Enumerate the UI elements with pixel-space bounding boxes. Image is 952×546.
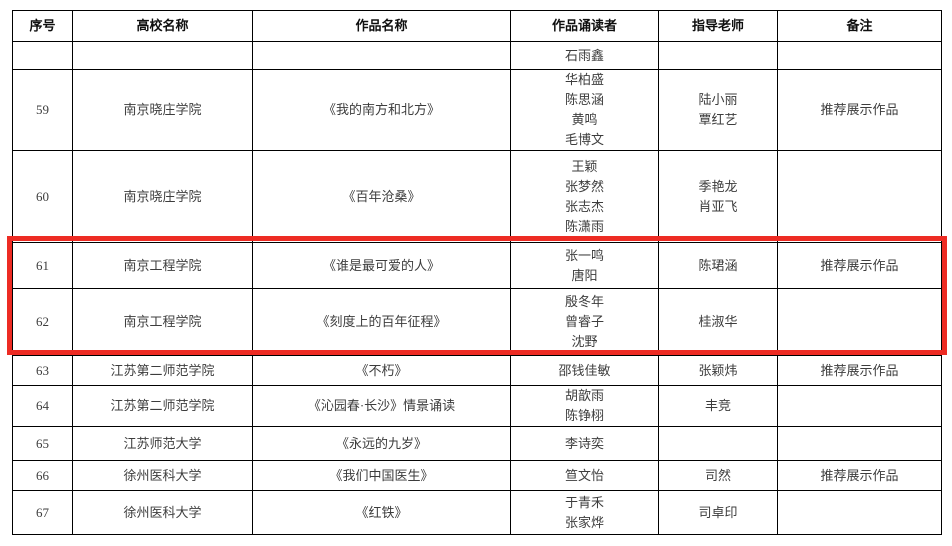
cell-teacher: 丰竞 — [658, 385, 778, 427]
cell-readers: 石雨鑫 — [510, 41, 659, 70]
cell-remark: 推荐展示作品 — [777, 355, 942, 386]
col-header-teacher: 指导老师 — [658, 10, 778, 42]
cell-remark — [777, 150, 942, 243]
cell-work: 《百年沧桑》 — [252, 150, 511, 243]
table-row-65: 65 江苏师范大学 《永远的九岁》 李诗奕 — [12, 426, 942, 461]
cell-teacher: 季艳龙 肖亚飞 — [658, 150, 778, 243]
cell-no: 61 — [12, 242, 73, 289]
cell-teacher: 桂淑华 — [658, 288, 778, 356]
cell-readers: 胡歆雨 陈铮栩 — [510, 385, 659, 427]
cell-no: 59 — [12, 69, 73, 151]
table-row-67: 67 徐州医科大学 《红铁》 于青禾 张家烨 司卓印 — [12, 490, 942, 535]
cell-work — [252, 41, 511, 70]
cell-no: 60 — [12, 150, 73, 243]
cell-school: 江苏师范大学 — [72, 426, 253, 461]
col-header-no: 序号 — [12, 10, 73, 42]
cell-readers: 笪文怡 — [510, 460, 659, 491]
cell-readers: 邵钱佳敏 — [510, 355, 659, 386]
cell-remark: 推荐展示作品 — [777, 242, 942, 289]
table-row-59: 59 南京晓庄学院 《我的南方和北方》 华柏盛 陈思涵 黄鸣 毛博文 陆小丽 覃… — [12, 69, 942, 151]
cell-no: 66 — [12, 460, 73, 491]
col-header-school: 高校名称 — [72, 10, 253, 42]
cell-school: 南京晓庄学院 — [72, 69, 253, 151]
table-row-60: 60 南京晓庄学院 《百年沧桑》 王颖 张梦然 张志杰 陈潇雨 季艳龙 肖亚飞 — [12, 150, 942, 243]
cell-readers: 于青禾 张家烨 — [510, 490, 659, 535]
cell-readers: 华柏盛 陈思涵 黄鸣 毛博文 — [510, 69, 659, 151]
cell-school: 江苏第二师范学院 — [72, 355, 253, 386]
cell-no: 67 — [12, 490, 73, 535]
cell-no: 63 — [12, 355, 73, 386]
cell-remark — [777, 41, 942, 70]
cell-school — [72, 41, 253, 70]
cell-school: 徐州医科大学 — [72, 460, 253, 491]
cell-no: 65 — [12, 426, 73, 461]
table-row-66: 66 徐州医科大学 《我们中国医生》 笪文怡 司然 推荐展示作品 — [12, 460, 942, 491]
cell-work: 《我的南方和北方》 — [252, 69, 511, 151]
cell-work: 《沁园春·长沙》情景诵读 — [252, 385, 511, 427]
cell-work: 《谁是最可爱的人》 — [252, 242, 511, 289]
cell-school: 南京晓庄学院 — [72, 150, 253, 243]
cell-work: 《红铁》 — [252, 490, 511, 535]
cell-school: 南京工程学院 — [72, 242, 253, 289]
cell-remark — [777, 385, 942, 427]
cell-teacher: 张颖炜 — [658, 355, 778, 386]
cell-readers: 王颖 张梦然 张志杰 陈潇雨 — [510, 150, 659, 243]
table-row-61-highlighted: 61 南京工程学院 《谁是最可爱的人》 张一鸣 唐阳 陈珺涵 推荐展示作品 — [12, 242, 942, 289]
cell-teacher: 陆小丽 覃红艺 — [658, 69, 778, 151]
cell-work: 《永远的九岁》 — [252, 426, 511, 461]
cell-no — [12, 41, 73, 70]
cell-work: 《不朽》 — [252, 355, 511, 386]
cell-teacher: 司卓印 — [658, 490, 778, 535]
cell-remark — [777, 426, 942, 461]
col-header-remark: 备注 — [777, 10, 942, 42]
col-header-work: 作品名称 — [252, 10, 511, 42]
cell-school: 南京工程学院 — [72, 288, 253, 356]
cell-school: 江苏第二师范学院 — [72, 385, 253, 427]
cell-no: 64 — [12, 385, 73, 427]
cell-teacher — [658, 426, 778, 461]
cell-work: 《我们中国医生》 — [252, 460, 511, 491]
cell-remark — [777, 288, 942, 356]
table-row-62-highlighted: 62 南京工程学院 《刻度上的百年征程》 殷冬年 曾睿子 沈野 桂淑华 — [12, 288, 942, 356]
results-table: 序号 高校名称 作品名称 作品诵读者 指导老师 备注 石雨鑫 59 南京晓庄学院… — [12, 10, 942, 535]
cell-readers: 张一鸣 唐阳 — [510, 242, 659, 289]
table-row-partial: 石雨鑫 — [12, 41, 942, 70]
cell-readers: 殷冬年 曾睿子 沈野 — [510, 288, 659, 356]
cell-no: 62 — [12, 288, 73, 356]
cell-teacher — [658, 41, 778, 70]
cell-readers: 李诗奕 — [510, 426, 659, 461]
cell-school: 徐州医科大学 — [72, 490, 253, 535]
cell-teacher: 司然 — [658, 460, 778, 491]
cell-remark — [777, 490, 942, 535]
cell-remark: 推荐展示作品 — [777, 69, 942, 151]
table-row-63: 63 江苏第二师范学院 《不朽》 邵钱佳敏 张颖炜 推荐展示作品 — [12, 355, 942, 386]
cell-teacher: 陈珺涵 — [658, 242, 778, 289]
table-header-row: 序号 高校名称 作品名称 作品诵读者 指导老师 备注 — [12, 10, 942, 42]
table-row-64: 64 江苏第二师范学院 《沁园春·长沙》情景诵读 胡歆雨 陈铮栩 丰竞 — [12, 385, 942, 427]
cell-work: 《刻度上的百年征程》 — [252, 288, 511, 356]
col-header-readers: 作品诵读者 — [510, 10, 659, 42]
cell-remark: 推荐展示作品 — [777, 460, 942, 491]
